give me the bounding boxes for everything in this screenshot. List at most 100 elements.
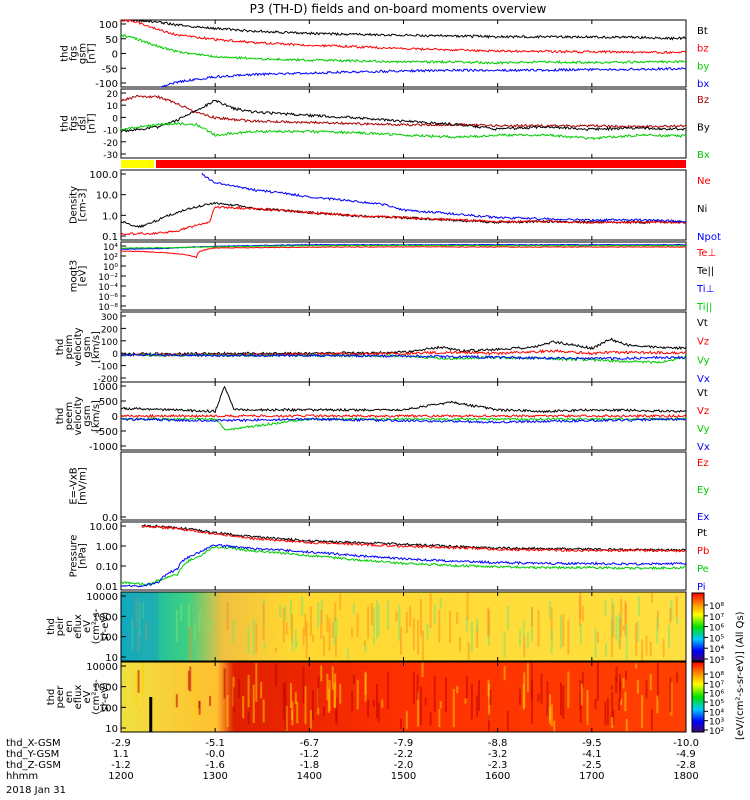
spectrogram-texture xyxy=(187,670,190,691)
spectrogram-texture xyxy=(567,671,570,708)
panel-fgs-dsl: 20 10 0 -10 -20 -30 thdfgsdsl[nT] Bz By Bx xyxy=(60,88,710,161)
spectrogram-texture xyxy=(137,670,140,693)
legend-fgs-gsm-item: bx xyxy=(697,79,709,90)
spectrogram-texture xyxy=(625,718,628,732)
spectrogram-texture xyxy=(669,607,672,624)
y-tick-label: -50 xyxy=(102,64,118,75)
legend-peem-vel-item: Vz xyxy=(697,406,709,417)
spectrogram-texture xyxy=(476,695,479,717)
spectrogram-texture xyxy=(395,611,398,622)
footer-value: -1.2 xyxy=(111,760,131,771)
spectrogram-texture xyxy=(175,609,178,642)
footer-value: 1200 xyxy=(108,771,133,782)
spectrogram-texture xyxy=(675,596,678,618)
y-axis-label-line: E=-VxB xyxy=(69,467,80,504)
y-axis-label: thdpeemvelocitygsm[km/s] xyxy=(55,396,102,435)
footer-value: -1.8 xyxy=(300,760,320,771)
spectrogram-texture xyxy=(649,673,652,691)
spectrogram-texture xyxy=(488,683,491,721)
legend-peim-vel-item: Vx xyxy=(697,374,710,385)
spectrogram-texture xyxy=(636,621,639,643)
spectrogram-texture xyxy=(635,622,638,656)
spectrogram-texture xyxy=(464,698,467,704)
y-tick-label: -500 xyxy=(95,427,118,438)
spectrogram-texture xyxy=(289,683,292,708)
series-density-Ne xyxy=(120,205,687,236)
panel-frame xyxy=(120,19,687,88)
footer-value: -2.9 xyxy=(111,738,131,749)
spectrogram-peer-eflux xyxy=(121,662,686,732)
spectrogram-texture xyxy=(302,666,305,704)
spectrogram-texture xyxy=(285,705,288,731)
panel-density: 100.0 10.0 1.0 0.1 Density[cm-3] Ne Ni Npot xyxy=(69,169,721,243)
y-tick-label: 10⁻² xyxy=(98,273,118,283)
spectrogram-texture xyxy=(579,592,582,619)
spectrogram-texture xyxy=(416,674,419,700)
panel-peim-vel: 300 200 100 0 -100 -200 thdpeimvelocitygsm[km/… xyxy=(55,311,710,385)
y-axis-label-line: fgs xyxy=(69,46,80,61)
spectrogram-texture xyxy=(412,672,415,705)
y-tick-label: 0 xyxy=(112,350,118,360)
spectrogram-texture xyxy=(656,695,659,714)
y-tick-label: 0 xyxy=(112,50,118,61)
spectrogram-texture xyxy=(530,715,533,724)
spectrogram-texture xyxy=(526,633,529,650)
spectrogram-texture xyxy=(247,625,250,654)
spectrogram-texture xyxy=(470,683,473,720)
y-axis-label-line: gsm xyxy=(78,43,89,64)
spectrogram-texture xyxy=(476,626,479,648)
y-tick-label: 1000 xyxy=(93,683,118,694)
panel-frame xyxy=(120,521,687,591)
colorbar-tick-label: 10³ xyxy=(709,718,724,728)
spectrogram-texture xyxy=(317,676,320,708)
footer-row-label: hhmm xyxy=(6,771,38,782)
footer-row-label: thd_Z-GSM xyxy=(6,760,61,771)
spectrogram-texture xyxy=(328,618,331,651)
spectrogram-texture xyxy=(351,627,354,638)
spectrogram-texture xyxy=(438,708,441,728)
spectrogram-texture xyxy=(333,617,336,646)
y-axis-label-line: thd xyxy=(46,689,57,706)
spectrogram-texture xyxy=(625,624,628,661)
legend-fgs-dsl-item: Bz xyxy=(697,95,709,106)
spectrogram-texture xyxy=(262,603,265,640)
y-axis-label-line: eflux xyxy=(73,685,84,710)
figure-title: P3 (TH-D) fields and on-board moments ov… xyxy=(250,2,547,16)
y-tick-label: 200 xyxy=(101,325,118,335)
spectrogram-texture xyxy=(549,694,552,724)
series-fgs-dsl-Bx xyxy=(120,121,686,141)
y-tick-label: 20 xyxy=(107,90,119,100)
spectrogram-texture xyxy=(285,622,288,635)
spectrogram-texture xyxy=(439,701,442,709)
spectrogram-texture xyxy=(676,617,679,625)
spectrogram-texture xyxy=(550,704,553,727)
legend-temperature-item: Ti⊥ xyxy=(696,284,714,295)
y-axis-label-line: eV xyxy=(82,620,93,633)
footer-value: -7.9 xyxy=(394,738,414,749)
series-fgs-gsm-by xyxy=(120,33,687,65)
colorbar-label: [eV/(cm²-s-sr-eV)] (All Qs) xyxy=(735,611,746,740)
y-axis-label-line: [nT] xyxy=(87,43,98,63)
y-tick-label: 0.1 xyxy=(102,232,118,243)
footer-value: -4.9 xyxy=(676,749,696,760)
footer-value: -2.3 xyxy=(488,760,508,771)
y-axis-label: Density[cm-3] xyxy=(69,186,89,224)
spectrogram-texture xyxy=(141,662,144,698)
spectrogram-texture xyxy=(581,671,584,688)
spectrogram-texture xyxy=(367,606,370,639)
spectrogram-texture xyxy=(209,695,212,706)
legend-density-item: Npot xyxy=(697,232,721,243)
spectrogram-texture xyxy=(503,631,506,658)
series-peem-vel-Vx xyxy=(120,417,687,424)
series-peim-vel-Vx xyxy=(120,353,687,361)
spectrogram-texture xyxy=(372,700,375,707)
spectrogram-texture xyxy=(356,680,359,710)
y-tick-label: 0.0 xyxy=(102,513,118,524)
y-axis-label-line: dsl xyxy=(78,116,89,130)
y-tick-label: 10⁻⁶ xyxy=(98,293,118,303)
spectrogram-texture xyxy=(193,705,196,719)
spectrogram-texture xyxy=(467,642,470,660)
y-axis-label: Pressure[nPa] xyxy=(69,535,89,578)
spectrogram-texture xyxy=(622,678,625,689)
spectrogram-texture xyxy=(420,686,423,726)
